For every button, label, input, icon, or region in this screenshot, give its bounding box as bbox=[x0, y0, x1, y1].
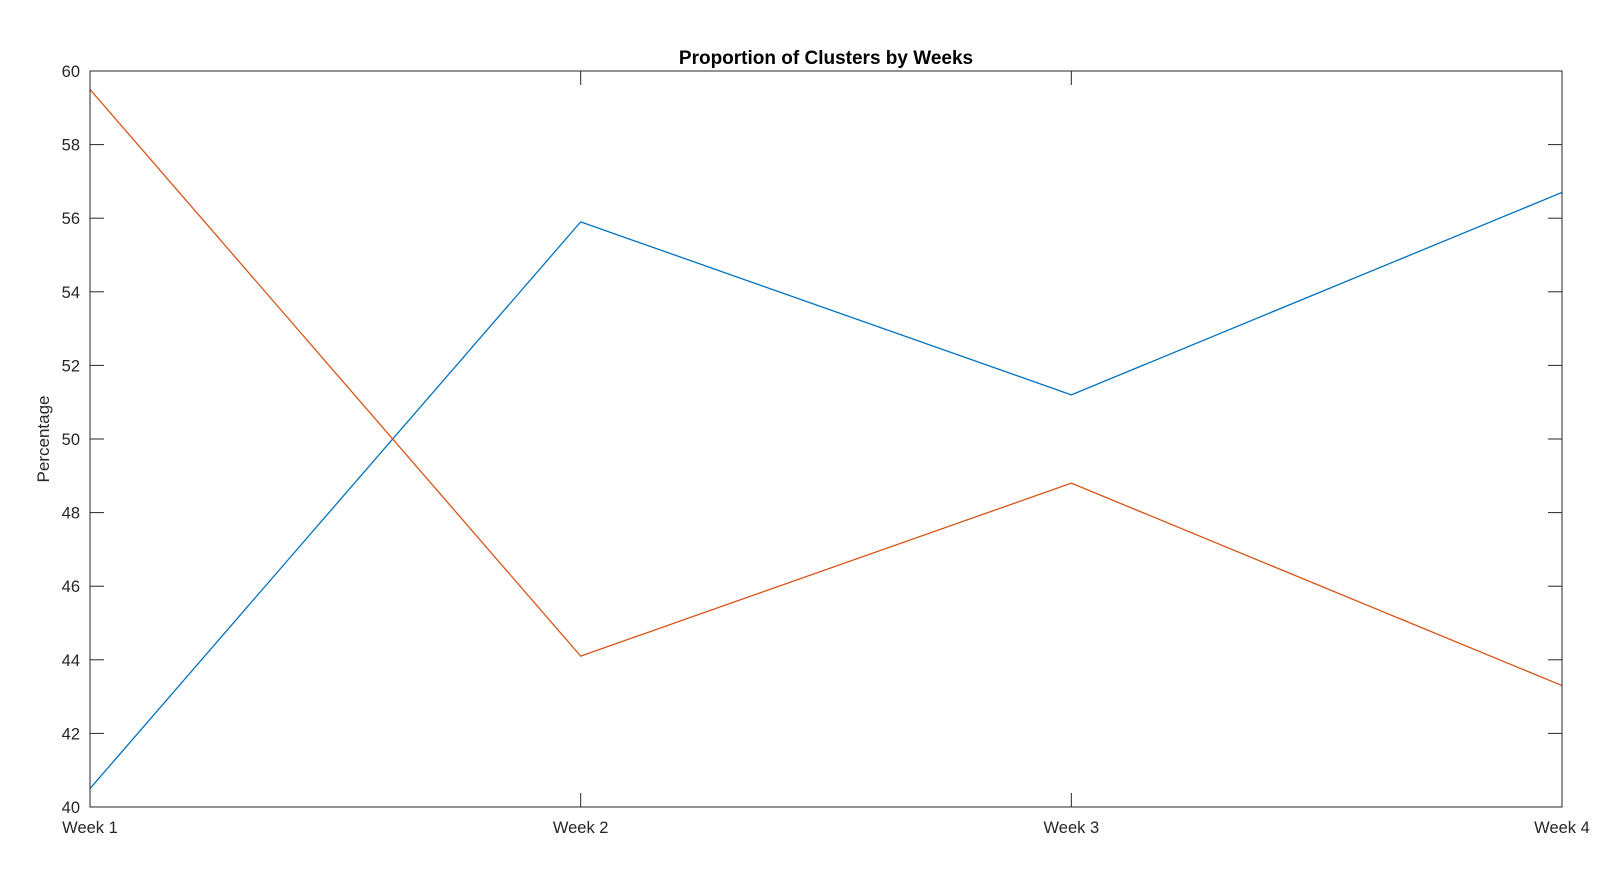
y-axis-label: Percentage bbox=[34, 396, 53, 483]
x-tick-label: Week 2 bbox=[553, 819, 609, 837]
axis-tick-labels: 40 42 44 46 48 50 52 54 56 58 60 Week 1 Week 2 Week 3… bbox=[62, 63, 1590, 837]
y-tick-label: 44 bbox=[62, 652, 80, 670]
axes-background bbox=[90, 71, 1562, 807]
series-line-2 bbox=[89, 88, 1563, 687]
x-tick-label: Week 1 bbox=[62, 819, 118, 837]
data-series bbox=[89, 88, 1563, 790]
y-tick-label: 58 bbox=[62, 137, 80, 155]
axes-box bbox=[89, 70, 1563, 808]
y-tick-label: 42 bbox=[62, 725, 80, 743]
chart-title: Proportion of Clusters by Weeks bbox=[679, 48, 973, 69]
y-tick-label: 52 bbox=[62, 357, 80, 375]
y-tick-label: 48 bbox=[62, 505, 80, 523]
x-tick-label: Week 3 bbox=[1044, 819, 1100, 837]
y-tick-label: 60 bbox=[62, 63, 80, 81]
y-tick-label: 50 bbox=[62, 431, 80, 449]
series-line-1 bbox=[89, 191, 1563, 790]
y-tick-label: 46 bbox=[62, 578, 80, 596]
y-tick-label: 56 bbox=[62, 210, 80, 228]
y-tick-label: 40 bbox=[62, 799, 80, 817]
y-tick-label: 54 bbox=[62, 284, 80, 302]
x-tick-label: Week 4 bbox=[1534, 819, 1590, 837]
